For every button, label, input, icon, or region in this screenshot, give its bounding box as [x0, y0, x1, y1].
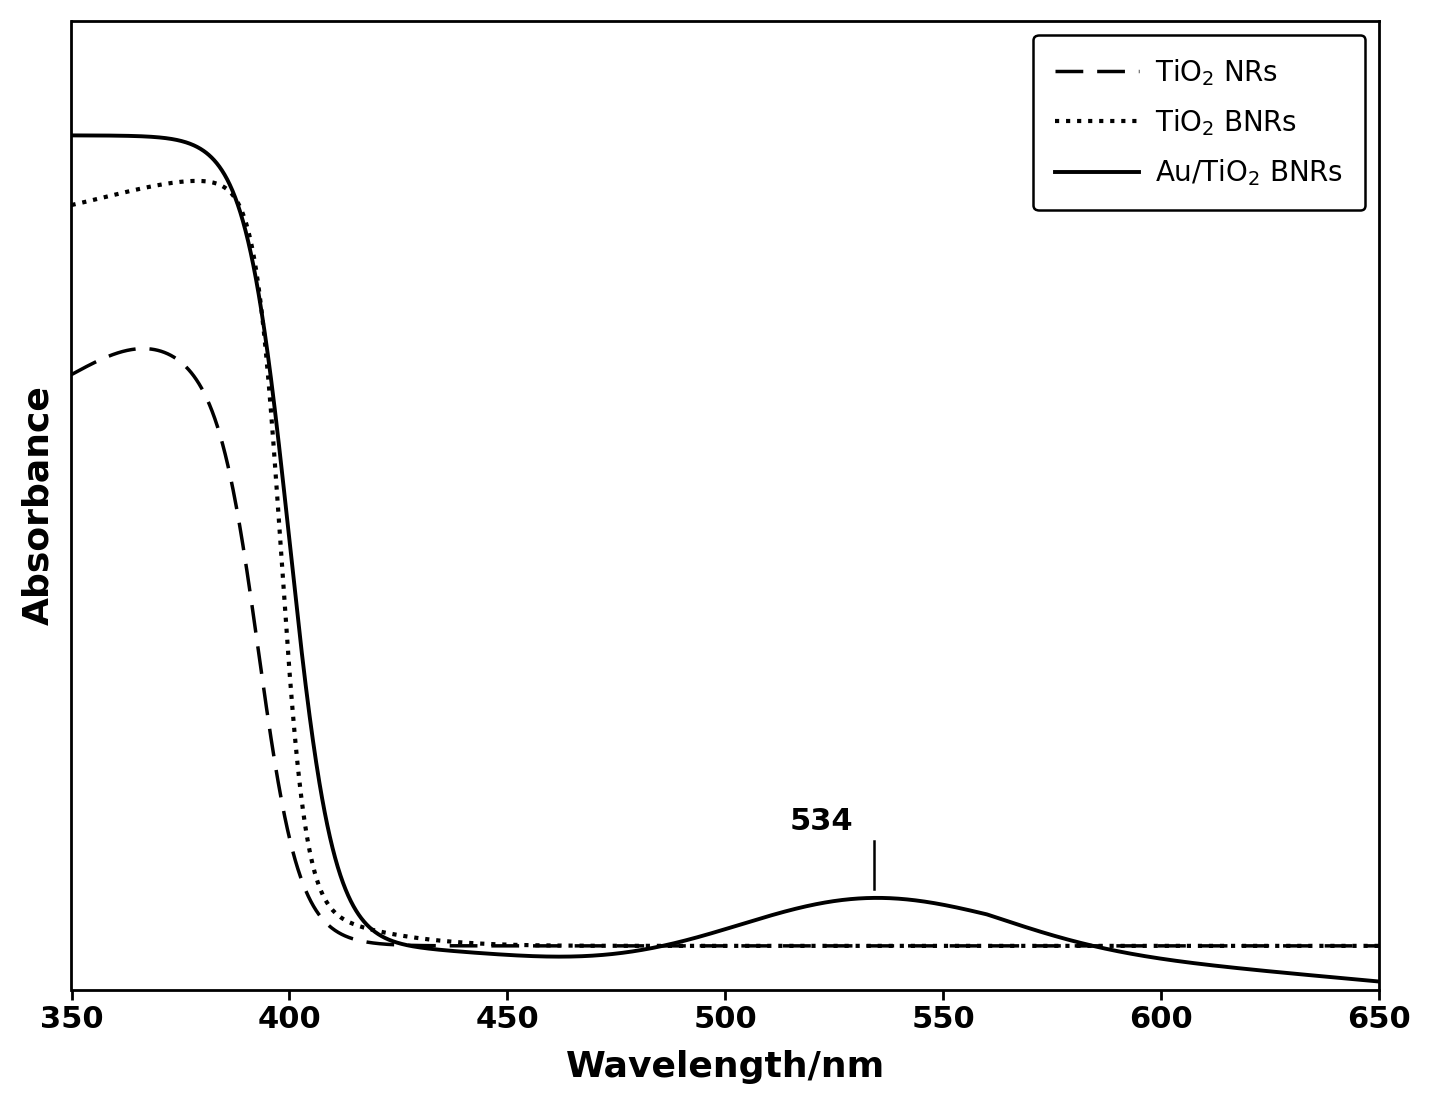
TiO$_2$ BNRs	[664, 939, 682, 953]
TiO$_2$ NRs	[1370, 939, 1388, 953]
TiO$_2$ NRs	[1093, 939, 1110, 953]
TiO$_2$ NRs	[1333, 939, 1350, 953]
Au/TiO$_2$ BNRs	[130, 129, 147, 143]
TiO$_2$ NRs	[135, 341, 152, 355]
TiO$_2$ BNRs	[63, 199, 80, 212]
TiO$_2$ NRs	[130, 343, 147, 356]
Au/TiO$_2$ BNRs	[1333, 971, 1350, 985]
Au/TiO$_2$ BNRs	[699, 928, 716, 941]
Au/TiO$_2$ BNRs	[664, 937, 682, 950]
Au/TiO$_2$ BNRs	[63, 129, 80, 143]
TiO$_2$ BNRs	[188, 175, 205, 188]
TiO$_2$ BNRs	[699, 939, 716, 953]
TiO$_2$ NRs	[1333, 939, 1350, 953]
TiO$_2$ BNRs	[130, 182, 147, 196]
TiO$_2$ BNRs	[1093, 939, 1110, 953]
TiO$_2$ BNRs	[1333, 939, 1350, 953]
X-axis label: Wavelength/nm: Wavelength/nm	[566, 1050, 885, 1084]
Line: TiO$_2$ BNRs: TiO$_2$ BNRs	[72, 181, 1379, 946]
TiO$_2$ NRs	[63, 368, 80, 381]
Au/TiO$_2$ BNRs	[1370, 975, 1388, 988]
TiO$_2$ BNRs	[1370, 939, 1388, 953]
TiO$_2$ NRs	[664, 939, 682, 953]
Text: 534: 534	[789, 808, 853, 836]
Y-axis label: Absorbance: Absorbance	[21, 386, 54, 625]
Legend: TiO$_2$ NRs, TiO$_2$ BNRs, Au/TiO$_2$ BNRs: TiO$_2$ NRs, TiO$_2$ BNRs, Au/TiO$_2$ BN…	[1032, 34, 1365, 210]
Line: Au/TiO$_2$ BNRs: Au/TiO$_2$ BNRs	[72, 136, 1379, 981]
Au/TiO$_2$ BNRs	[1093, 941, 1110, 955]
TiO$_2$ BNRs	[1333, 939, 1350, 953]
Au/TiO$_2$ BNRs	[1332, 971, 1349, 985]
Line: TiO$_2$ NRs: TiO$_2$ NRs	[72, 348, 1379, 946]
TiO$_2$ NRs	[699, 939, 716, 953]
